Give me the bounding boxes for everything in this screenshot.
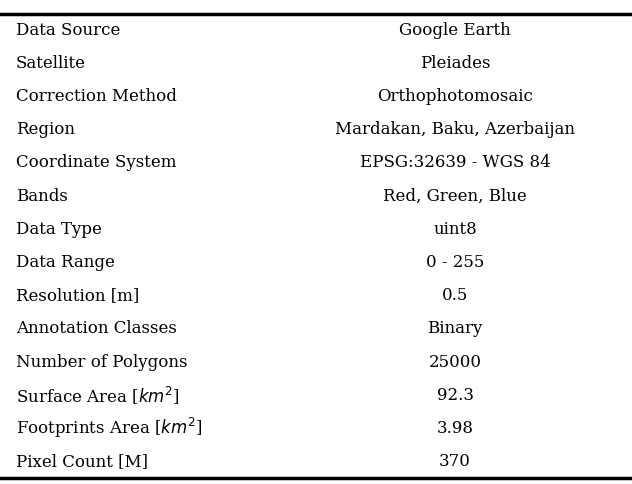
Text: EPSG:32639 - WGS 84: EPSG:32639 - WGS 84 xyxy=(360,154,550,171)
Text: Bands: Bands xyxy=(16,188,68,205)
Text: Number of Polygons: Number of Polygons xyxy=(16,353,187,371)
Text: Coordinate System: Coordinate System xyxy=(16,154,176,171)
Text: Data Type: Data Type xyxy=(16,221,102,238)
Text: Annotation Classes: Annotation Classes xyxy=(16,320,177,337)
Text: Orthophotomosaic: Orthophotomosaic xyxy=(377,88,533,105)
Text: Surface Area [$km^2$]: Surface Area [$km^2$] xyxy=(16,384,179,406)
Text: Footprints Area [$km^2$]: Footprints Area [$km^2$] xyxy=(16,416,202,440)
Text: 25000: 25000 xyxy=(428,353,482,371)
Text: Red, Green, Blue: Red, Green, Blue xyxy=(383,188,527,205)
Text: Pleiades: Pleiades xyxy=(420,55,490,72)
Text: Satellite: Satellite xyxy=(16,55,86,72)
Text: Data Range: Data Range xyxy=(16,254,114,271)
Text: Region: Region xyxy=(16,121,75,138)
Text: 3.98: 3.98 xyxy=(437,420,473,437)
Text: Data Source: Data Source xyxy=(16,22,120,39)
Text: 0 - 255: 0 - 255 xyxy=(426,254,484,271)
Text: Mardakan, Baku, Azerbaijan: Mardakan, Baku, Azerbaijan xyxy=(335,121,575,138)
Text: 370: 370 xyxy=(439,453,471,470)
Text: Binary: Binary xyxy=(427,320,483,337)
Text: 0.5: 0.5 xyxy=(442,287,468,304)
Text: Pixel Count [M]: Pixel Count [M] xyxy=(16,453,148,470)
Text: Correction Method: Correction Method xyxy=(16,88,177,105)
Text: 92.3: 92.3 xyxy=(437,387,473,404)
Text: Resolution [m]: Resolution [m] xyxy=(16,287,139,304)
Text: Google Earth: Google Earth xyxy=(399,22,511,39)
Text: uint8: uint8 xyxy=(433,221,477,238)
